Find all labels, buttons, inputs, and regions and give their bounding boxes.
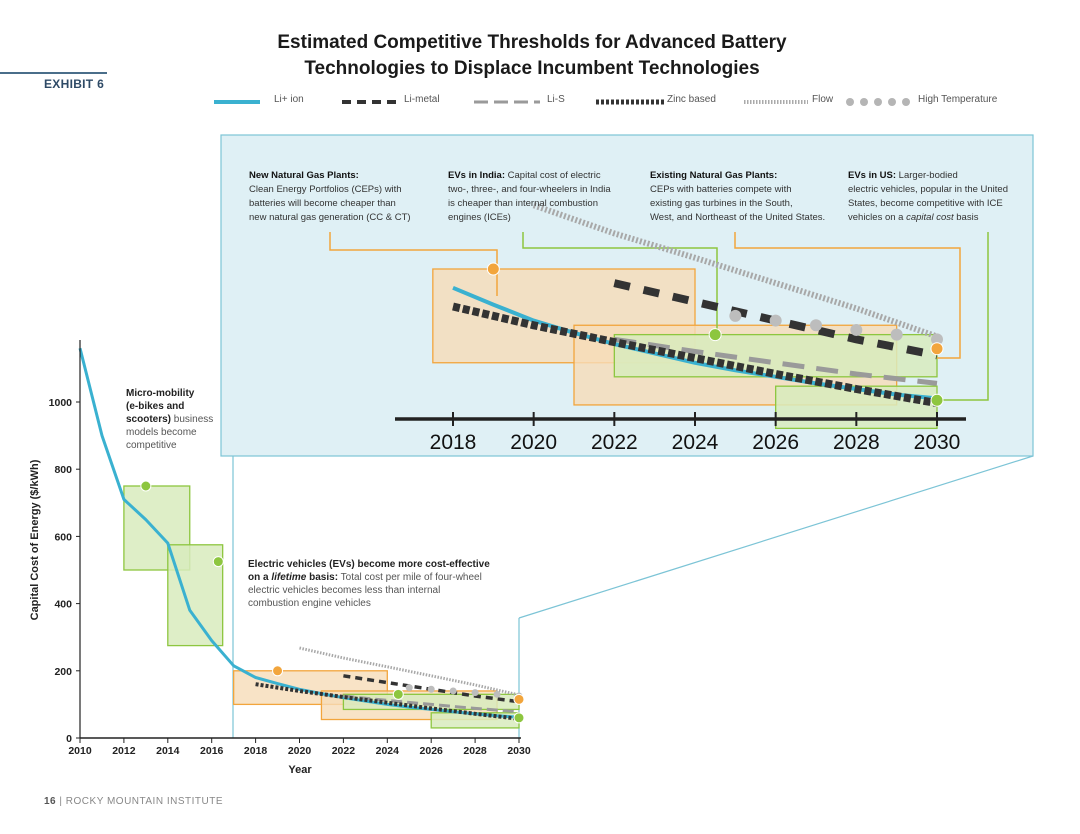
- legend-label-zinc: Zinc based: [667, 94, 716, 105]
- main-chart: 2010 2012 2014 2016 2018 2020 2022 2024 2026 2028…: [29, 340, 531, 776]
- zoom-series: [452, 202, 943, 408]
- zoom-leader-line-2: [734, 232, 961, 359]
- main-marker-3: [513, 693, 525, 705]
- main-point-high-temperature-3: [471, 689, 479, 697]
- y-tick-label-400: 400: [54, 599, 72, 611]
- zoom-x-tick-label-2018: 2018: [430, 431, 477, 454]
- y-tick-label-600: 600: [54, 531, 72, 543]
- zoom-marker-2: [486, 262, 500, 276]
- x-tick-label-2022: 2022: [332, 745, 356, 757]
- annotation-ev-lifetime: Electric vehicles (EVs) become more cost…: [248, 559, 493, 609]
- annotation-new-gas: New Natural Gas Plants: Clean Energy Por…: [249, 170, 411, 223]
- zoom-x-tick-label-2022: 2022: [591, 431, 638, 454]
- main-series-flow: [299, 646, 520, 697]
- main-marker-2: [272, 665, 284, 677]
- zoom-leader-line-3: [937, 232, 989, 401]
- zoom-point-high-temperature-2: [810, 319, 822, 332]
- zoom-x-tick-label-2028: 2028: [833, 431, 880, 454]
- main-point-high-temperature-1: [427, 685, 435, 693]
- zoom-x-tick-labels: 2018 2020 2022 2024 2026 2028 2030: [430, 412, 961, 454]
- zoom-point-high-temperature-1: [769, 314, 782, 327]
- zoom-leader-line-1: [522, 232, 718, 340]
- x-tick-labels: 2010 2012 2014 2016 2018 2020 2022 2024 2026 2028…: [68, 738, 531, 757]
- zoom-point-high-temperature-0: [729, 309, 742, 322]
- x-tick-label-2010: 2010: [68, 745, 92, 757]
- exhibit-label: EXHIBIT 6: [44, 77, 105, 91]
- x-tick-label-2012: 2012: [112, 745, 136, 757]
- chart-title-line-2: Technologies to Displace Incumbent Techn…: [304, 58, 760, 79]
- chart-title: Estimated Competitive Thresholds for Adv…: [230, 30, 834, 82]
- annotation-existing-gas: Existing Natural Gas Plants: CEPs with b…: [650, 170, 825, 223]
- zoom-series-flow: [532, 202, 938, 340]
- zoom-point-high-temperature-3: [850, 323, 863, 336]
- main-series-zinc-based: [255, 682, 520, 721]
- main-marker-4: [392, 688, 404, 700]
- zoom-x-tick-label-2024: 2024: [672, 431, 719, 454]
- chart-title-line-1: Estimated Competitive Thresholds for Adv…: [277, 32, 787, 53]
- main-marker-1: [212, 556, 224, 568]
- legend-label-li-s: Li-S: [547, 94, 565, 105]
- main-point-high-temperature-0: [405, 684, 413, 692]
- footer: 16 | ROCKY MOUNTAIN INSTITUTE: [44, 796, 223, 807]
- zoom-x-tick-label-2026: 2026: [752, 431, 799, 454]
- main-series-li-s: [343, 694, 520, 714]
- footer-separator: |: [59, 796, 63, 807]
- footer-org: ROCKY MOUNTAIN INSTITUTE: [65, 796, 223, 807]
- x-tick-label-2028: 2028: [463, 745, 487, 757]
- zoom-markers: [486, 262, 944, 407]
- y-axis-label: Capital Cost of Energy ($/kWh): [29, 459, 41, 620]
- x-tick-label-2020: 2020: [288, 745, 312, 757]
- zoom-marker-5: [930, 393, 944, 407]
- zoom-series-zinc-based: [452, 302, 938, 408]
- main-point-high-temperature-2: [449, 687, 457, 695]
- x-tick-label-2024: 2024: [376, 745, 400, 757]
- x-axis-label: Year: [288, 764, 312, 776]
- annotation-micro-mobility: Micro-mobility (e-bikes and scooters) bu…: [126, 388, 216, 451]
- main-markers: [140, 480, 525, 724]
- y-tick-label-200: 200: [54, 666, 72, 678]
- y-tick-label-800: 800: [54, 464, 72, 476]
- zoom-series-li-s: [613, 336, 938, 386]
- annotation-ev-india: EVs in India: Capital cost of electric t…: [448, 170, 613, 223]
- zoom-marker-4: [708, 328, 722, 342]
- x-tick-label-2016: 2016: [200, 745, 224, 757]
- y-tick-labels: 0 200 400 600 800 1000: [49, 397, 80, 745]
- main-marker-5: [513, 712, 525, 724]
- x-tick-label-2018: 2018: [244, 745, 268, 757]
- y-tick-label-0: 0: [66, 733, 72, 745]
- x-tick-label-2014: 2014: [156, 745, 180, 757]
- annotation-ev-us: EVs in US: Larger-bodied electric vehicl…: [848, 170, 1011, 223]
- x-tick-label-2026: 2026: [420, 745, 444, 757]
- y-tick-label-1000: 1000: [49, 397, 73, 409]
- legend-label-li-ion: Li+ ion: [274, 94, 304, 105]
- legend-label-high-temperature: High Temperature: [918, 94, 998, 105]
- exhibit-rule: [0, 72, 107, 74]
- legend-label-flow: Flow: [812, 94, 834, 105]
- zoom-connector-right: [518, 455, 1034, 619]
- x-tick-label-2030: 2030: [507, 745, 531, 757]
- legend-label-li-metal: Li-metal: [404, 94, 440, 105]
- zoom-x-tick-label-2020: 2020: [510, 431, 557, 454]
- zoom-x-tick-label-2030: 2030: [914, 431, 961, 454]
- main-marker-0: [140, 480, 152, 492]
- zoom-marker-3: [930, 342, 944, 356]
- zoom-point-high-temperature-4: [890, 328, 903, 341]
- footer-page-number: 16: [44, 796, 57, 807]
- main-point-high-temperature-4: [493, 690, 501, 698]
- zoom-point-high-temperature-5: [931, 333, 943, 346]
- zoom-regions: [432, 268, 938, 430]
- zoom-chart: 2018 2020 2022 2024 2026 2028 2030: [329, 202, 989, 454]
